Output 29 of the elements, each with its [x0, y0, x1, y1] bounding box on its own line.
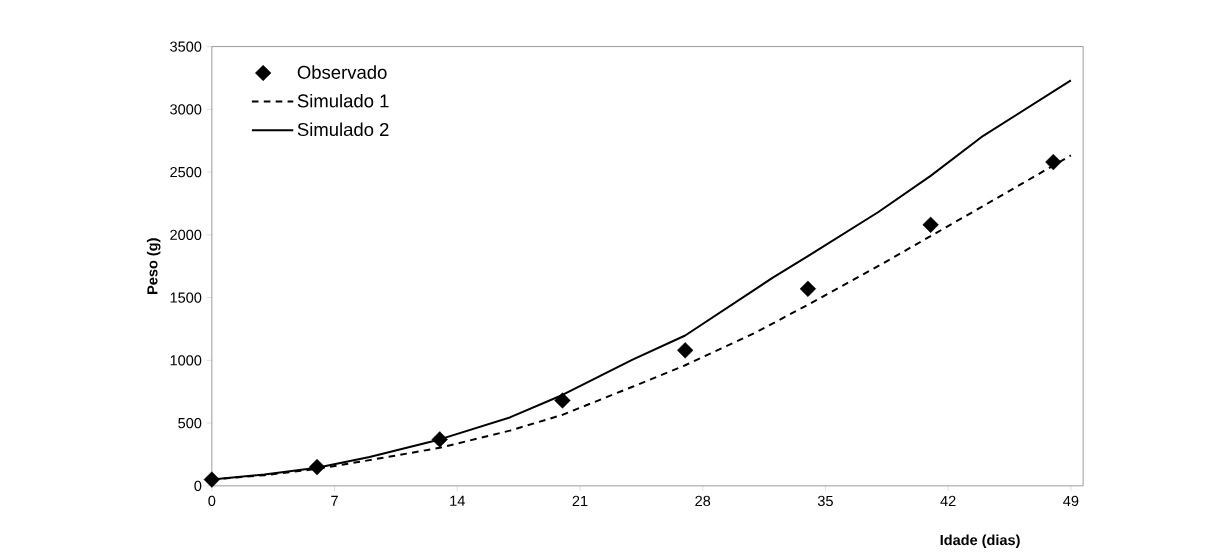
x-tick-label: 49	[1063, 495, 1079, 507]
y-axis-title: Peso (g)	[146, 238, 161, 294]
x-axis-title: Idade (dias)	[940, 534, 1020, 549]
point	[308, 458, 326, 476]
x-tick-label: 14	[450, 495, 465, 506]
x-tick-label: 0	[208, 495, 216, 507]
point	[922, 216, 939, 233]
y-tick-label: 0	[194, 480, 202, 492]
x-tick-label: 42	[940, 495, 956, 507]
x-tick-label: 21	[572, 495, 588, 507]
point	[677, 342, 694, 359]
x-tick-label: 35	[817, 495, 833, 507]
legend-label: Simulado 1	[297, 93, 389, 108]
point	[799, 280, 817, 297]
y-tick-label: 2500	[170, 167, 202, 178]
y-tick-label: 3000	[170, 104, 202, 115]
y-tick-label: 500	[178, 418, 202, 429]
point	[554, 392, 571, 409]
y-tick-label: 2000	[170, 229, 202, 241]
x-tick-label: 7	[331, 495, 338, 506]
point	[1045, 154, 1062, 171]
x-tick-label: 28	[695, 495, 711, 507]
y-tick-label: 1000	[170, 355, 202, 366]
legend-label: Observado	[297, 65, 387, 79]
point	[203, 471, 220, 488]
y-tick-label: 1500	[170, 292, 202, 303]
y-tick-label: 3500	[170, 41, 202, 52]
legend-label: Simulado 2	[297, 122, 389, 137]
point	[431, 431, 448, 448]
